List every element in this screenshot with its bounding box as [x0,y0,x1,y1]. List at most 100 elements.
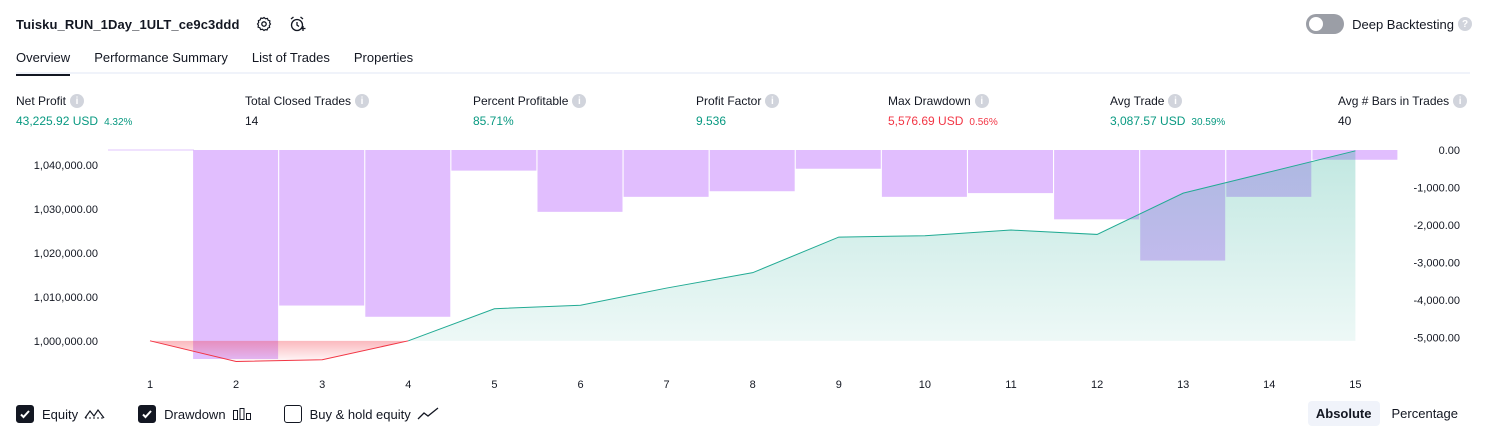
info-icon[interactable]: i [1168,94,1183,108]
legend-label: Buy & hold equity [309,406,411,422]
metric-label: Total Closed Trades [245,94,352,108]
chart-legend: Equity Drawdown Buy & hold equity [16,402,471,426]
x-axis-tick: 13 [1177,379,1189,391]
strategy-title: Tuisku_RUN_1Day_1ULT_ce9c3ddd [16,16,240,32]
deep-backtesting-label: Deep Backtesting [1352,16,1454,32]
drawdown-bar[interactable] [1054,150,1140,220]
x-axis-tick: 11 [1005,379,1016,391]
legend-label: Equity [42,406,79,422]
metric-value: 9.536 [696,114,727,128]
drawdown-bar[interactable] [881,150,967,197]
metric-label: Profit Factor [696,94,762,108]
left-axis-tick: 1,030,000.00 [34,204,98,216]
equity-drawdown-chart[interactable]: 1,040,000.00 1,030,000.00 1,020,000.00 1,01… [0,140,1486,394]
absolute-button[interactable]: Absolute [1307,401,1380,426]
info-icon[interactable]: i [70,94,85,108]
left-axis-tick: 1,020,000.00 [34,248,98,260]
legend-equity[interactable]: Equity [16,405,106,423]
equity-line [408,150,1356,342]
drawdown-bars-icon [232,407,252,421]
info-icon[interactable]: i [355,94,370,108]
buy-hold-checkbox[interactable] [283,405,302,423]
tab-bar: Overview Performance Summary List of Tra… [16,44,1470,76]
right-axis-tick: 0.00 [1439,145,1460,157]
tab-list-of-trades[interactable]: List of Trades [251,50,330,65]
x-axis-tick: 10 [919,379,931,391]
x-axis-tick: 7 [664,379,670,391]
percentage-button[interactable]: Percentage [1391,406,1459,421]
drawdown-checkbox[interactable] [138,405,157,423]
metric-max-drawdown: Max Drawdown i 5,576.69 USD 0.56% [888,94,998,128]
metric-value: 40 [1338,114,1352,128]
toggle-knob [1309,17,1324,31]
x-axis-tick: 14 [1263,379,1275,391]
metric-value: 85.71% [473,114,514,128]
metrics-row: Net Profit i 43,225.92 USD 4.32% Total Clo… [0,94,1486,134]
metric-label: Avg # Bars in Trades [1338,94,1450,108]
legend-drawdown[interactable]: Drawdown [138,405,251,423]
buy-hold-line-icon [417,407,439,421]
x-axis-tick: 6 [577,379,583,391]
drawdown-bar[interactable] [193,150,279,359]
drawdown-bar[interactable] [279,150,365,306]
add-alarm-icon[interactable] [288,14,308,34]
metric-avg-trade: Avg Trade i 3,087.57 USD 30.59% [1110,94,1225,128]
drawdown-bar[interactable] [795,150,881,169]
right-axis-tick: -5,000.00 [1414,332,1460,344]
info-icon[interactable]: i [1453,94,1468,108]
metric-percent: 0.56% [969,117,998,128]
x-axis-tick: 1 [147,379,153,391]
tab-properties[interactable]: Properties [353,50,414,65]
settings-gear-icon[interactable] [254,14,274,34]
left-axis-tick: 1,010,000.00 [34,292,98,304]
tab-performance-summary[interactable]: Performance Summary [94,50,228,65]
help-icon[interactable]: ? [1458,17,1472,31]
x-axis-tick: 2 [233,379,239,391]
drawdown-bar[interactable] [968,150,1053,194]
metric-total-closed-trades: Total Closed Trades i 14 [245,94,370,128]
metric-label: Max Drawdown [888,94,971,108]
metric-value: 14 [245,114,259,128]
metric-value: 3,087.57 USD [1110,114,1186,128]
x-axis-tick: 9 [836,379,842,391]
legend-buy-hold[interactable]: Buy & hold equity [283,405,439,423]
right-axis-tick: -3,000.00 [1414,257,1460,269]
metric-value: 43,225.92 USD [16,114,99,128]
x-axis-tick: 15 [1349,379,1361,391]
drawdown-bar[interactable] [365,150,451,317]
x-axis-tick: 5 [491,379,497,391]
equity-line-icon [84,407,106,421]
strategy-header: Tuisku_RUN_1Day_1ULT_ce9c3ddd [16,12,308,36]
equity-line-negative [149,340,409,362]
equity-area [408,150,1356,341]
metric-label: Percent Profitable [473,94,569,108]
drawdown-bar[interactable] [623,150,709,197]
drawdown-bar[interactable] [709,150,795,192]
x-axis-tick: 12 [1091,379,1103,391]
right-axis-tick: -2,000.00 [1414,220,1460,232]
metric-value: 5,576.69 USD [888,114,964,128]
x-axis-tick: 8 [750,379,756,391]
x-axis-tick: 3 [319,379,325,391]
equity-checkbox[interactable] [16,405,34,423]
deep-backtesting-toggle[interactable] [1306,14,1345,34]
left-axis-tick: 1,000,000.00 [34,336,98,348]
drawdown-bar[interactable] [537,150,623,212]
metric-percent-profitable: Percent Profitable i 85.71% [473,94,587,128]
equity-negative-area [150,340,409,362]
metric-label: Avg Trade [1110,94,1165,108]
deep-backtesting: Deep Backtesting ? [1306,12,1472,36]
right-axis-tick: -4,000.00 [1414,295,1460,307]
metric-percent: 4.32% [104,117,133,128]
metric-profit-factor: Profit Factor i 9.536 [696,94,780,128]
left-axis-tick: 1,040,000.00 [34,160,98,172]
info-icon[interactable]: i [572,94,587,108]
metric-label: Net Profit [16,94,67,108]
info-icon[interactable]: i [974,94,989,108]
drawdown-bar[interactable] [451,150,537,171]
display-mode-switch: Absolute Percentage [1304,401,1466,426]
x-axis-tick: 4 [405,379,411,391]
legend-label: Drawdown [164,406,226,422]
info-icon[interactable]: i [765,94,780,108]
tab-overview[interactable]: Overview [16,44,71,76]
